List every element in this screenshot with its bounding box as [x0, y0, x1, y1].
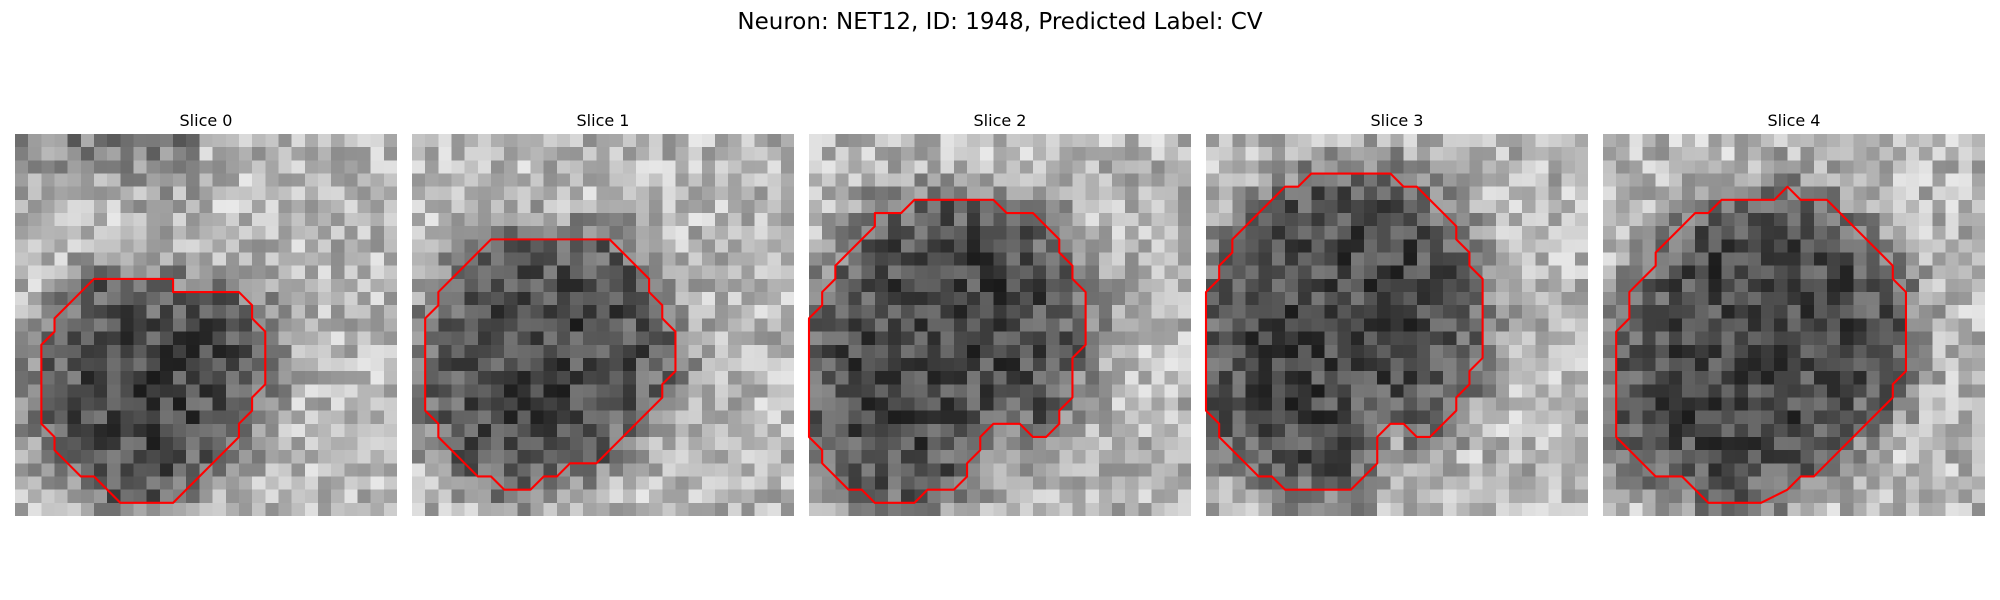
slice-title: Slice 1 [576, 111, 630, 130]
slice-panel-0: Slice 0 [15, 110, 397, 518]
slice-title: Slice 0 [179, 111, 233, 130]
slice-title: Slice 4 [1767, 111, 1821, 130]
cell-outline [1206, 134, 1588, 516]
cell-contour-path [1616, 187, 1906, 503]
cell-outline [1603, 134, 1985, 516]
cell-outline [15, 134, 397, 516]
slice-panel-1: Slice 1 [412, 110, 794, 518]
cell-contour-path [809, 200, 1086, 503]
slice-image [15, 134, 397, 516]
cell-contour-path [41, 279, 265, 503]
slice-image [1603, 134, 1985, 516]
slice-title: Slice 2 [973, 111, 1027, 130]
cell-contour-path [425, 239, 675, 489]
slice-panel-3: Slice 3 [1206, 110, 1588, 518]
cell-contour-path [1206, 174, 1483, 490]
cell-outline [412, 134, 794, 516]
cell-outline [809, 134, 1191, 516]
slice-image [1206, 134, 1588, 516]
figure-title: Neuron: NET12, ID: 1948, Predicted Label… [737, 9, 1263, 35]
slice-title: Slice 3 [1370, 111, 1424, 130]
slice-image [809, 134, 1191, 516]
slice-panel-4: Slice 4 [1603, 110, 1985, 518]
slice-panel-2: Slice 2 [809, 110, 1191, 518]
slice-image [412, 134, 794, 516]
